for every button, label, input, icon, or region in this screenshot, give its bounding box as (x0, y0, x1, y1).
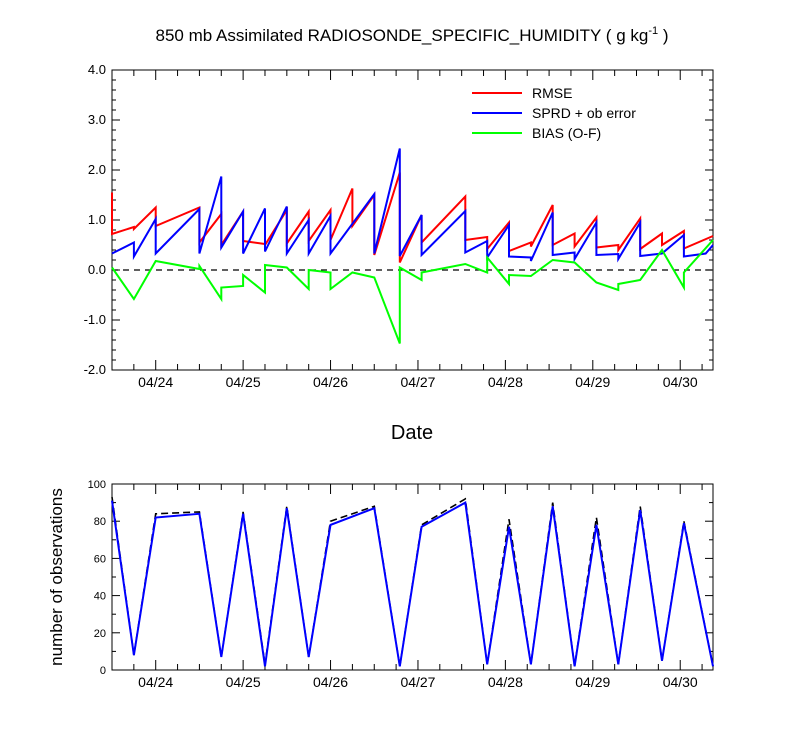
bottom-x-tick-label: 04/24 (138, 674, 173, 690)
top-axes: -2.0 -1.0 0.0 1.0 2.0 3.0 4.0 04/24 04/25 04/26 04… (84, 62, 714, 390)
bottom-x-tick-label: 04/26 (313, 674, 348, 690)
bottom-axes: 0 20 40 60 80 100 04/24 04/25 04/26 04/27 04/28 04/… (88, 479, 714, 690)
bottom-x-tick-label: 04/29 (575, 674, 610, 690)
top-series-bias-o-f (111, 239, 714, 344)
top-y-tick-label: 3.0 (88, 112, 106, 127)
bottom-y-tick-label: 80 (94, 516, 106, 528)
legend-label: RMSE (532, 85, 572, 101)
top-legend: RMSE SPRD + ob error BIAS (O-F) (472, 85, 636, 141)
legend-label: BIAS (O-F) (532, 125, 601, 141)
bottom-x-tick-label: 04/25 (226, 674, 261, 690)
top-y-tick-label: -1.0 (84, 312, 106, 327)
top-x-tick-label: 04/24 (138, 374, 173, 390)
top-y-tick-label: 4.0 (88, 62, 106, 77)
chart-title: 850 mb Assimilated RADIOSONDE_SPECIFIC_H… (156, 25, 669, 45)
top-x-tick-label: 04/27 (400, 374, 435, 390)
bottom-series-observations-solid (111, 500, 714, 667)
top-series-rmse (111, 172, 714, 263)
bottom-series-group (111, 496, 714, 667)
top-y-tick-label: 0.0 (88, 262, 106, 277)
bottom-y-tick-label: 60 (94, 553, 106, 565)
bottom-y-tick-label: 100 (88, 479, 106, 491)
bottom-x-tick-label: 04/30 (663, 674, 698, 690)
top-x-tick-label: 04/28 (488, 374, 523, 390)
bottom-y-tick-label: 0 (100, 665, 106, 677)
top-x-tick-label: 04/26 (313, 374, 348, 390)
top-y-tick-label: -2.0 (84, 362, 106, 377)
legend-label: SPRD + ob error (532, 105, 636, 121)
top-x-axis-label: Date (391, 422, 433, 444)
bottom-y-tick-label: 20 (94, 628, 106, 640)
top-x-tick-label: 04/30 (663, 374, 698, 390)
top-x-tick-label: 04/25 (226, 374, 261, 390)
bottom-x-tick-label: 04/27 (400, 674, 435, 690)
bottom-y-tick-label: 40 (94, 591, 106, 603)
top-x-tick-label: 04/29 (575, 374, 610, 390)
top-series-group (111, 148, 714, 344)
top-y-tick-label: 2.0 (88, 162, 106, 177)
bottom-x-tick-label: 04/28 (488, 674, 523, 690)
bottom-y-axis-label: number of observations (47, 488, 66, 666)
bottom-plot-frame (111, 483, 714, 671)
top-series-sprd-ob-error (111, 148, 714, 263)
top-y-tick-label: 1.0 (88, 212, 106, 227)
